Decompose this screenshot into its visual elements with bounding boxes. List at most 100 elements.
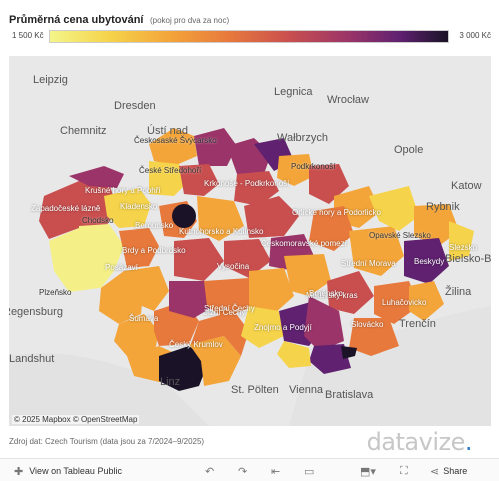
- region-label: Jižní Čechy: [204, 308, 246, 317]
- redo-button[interactable]: ↷: [238, 463, 247, 479]
- region-label: Opavské Slezsko: [369, 231, 431, 240]
- region-budejovicko[interactable]: [191, 311, 249, 356]
- region-label: Kutnohorsko a Kolínsko: [179, 227, 264, 236]
- region-taborsko[interactable]: [204, 278, 254, 318]
- region-orlicke-hory[interactable]: [277, 154, 314, 186]
- region-jindrichohradecko[interactable]: [241, 306, 284, 348]
- region-label: Plzeňsko: [39, 288, 72, 297]
- city-label: St. Pölten: [231, 384, 279, 396]
- region-brnensko[interactable]: [304, 296, 344, 351]
- region-praha[interactable]: [172, 204, 196, 228]
- region-label: Kladensko: [120, 202, 158, 211]
- region-luhacovicko[interactable]: [409, 281, 444, 321]
- undo-button[interactable]: ↶: [205, 463, 214, 479]
- region-hradecko[interactable]: [244, 196, 299, 238]
- region-znojmo[interactable]: [309, 344, 351, 374]
- region-chrudimsko[interactable]: [309, 206, 354, 251]
- region-stredni-morava[interactable]: [349, 226, 404, 276]
- region-label: Brněnsko: [309, 289, 343, 298]
- region-ceske-stredohori[interactable]: [149, 161, 189, 196]
- region-ostravsko[interactable]: [414, 204, 459, 246]
- region-label: Slezsko: [449, 243, 478, 252]
- city-label: Legnica: [274, 86, 313, 98]
- city-label: Žilina: [445, 286, 472, 298]
- region-kokorinsko[interactable]: [179, 164, 219, 196]
- map-title: Průměrná cena ubytování: [9, 14, 144, 26]
- region-palava[interactable]: [341, 346, 357, 359]
- region-label: Podkrkonoší: [291, 162, 336, 171]
- download-button[interactable]: ⬒▾: [360, 463, 376, 479]
- region-zapadoceske-lazne[interactable]: [39, 181, 117, 239]
- austria-area: [9, 353, 209, 426]
- region-slezsko[interactable]: [449, 221, 474, 261]
- pause-button[interactable]: ▭: [304, 463, 314, 479]
- region-znojmo-west[interactable]: [277, 341, 311, 368]
- czech-regions[interactable]: [39, 128, 474, 391]
- region-berounsko[interactable]: [119, 228, 159, 268]
- region-label: Moravský kras: [306, 291, 358, 300]
- region-podkrkonosi[interactable]: [234, 171, 279, 206]
- region-ceskomoravske-pomezi[interactable]: [284, 254, 331, 296]
- share-label: Share: [443, 466, 468, 476]
- pause-icon: ▭: [304, 465, 315, 478]
- region-brdy[interactable]: [124, 266, 169, 311]
- city-label: Opole: [394, 144, 424, 156]
- region-label: Luhačovicko: [382, 298, 427, 307]
- region-krusne-hory[interactable]: [69, 166, 124, 188]
- region-kutnohorsko[interactable]: [224, 239, 271, 278]
- city-label: Ústí nad: [147, 125, 188, 137]
- map-canvas[interactable]: [9, 56, 491, 426]
- city-label: Wałbrzych: [277, 132, 328, 144]
- choropleth-map[interactable]: Leipzig Dresden Chemnitz Ústí nad Legnic…: [9, 56, 491, 426]
- brand-dot: .: [464, 428, 473, 456]
- fullscreen-icon: ⛶: [400, 464, 408, 477]
- region-jizerske-hory[interactable]: [194, 128, 237, 166]
- region-label: Střední Morava: [341, 259, 396, 268]
- region-stredni-polabi[interactable]: [197, 196, 244, 241]
- legend-max-label: 3 000 Kč: [459, 31, 491, 40]
- region-poohri[interactable]: [104, 188, 151, 228]
- region-label: Znojmo a Podyjí: [254, 323, 312, 332]
- city-label: Trenčín: [399, 318, 436, 330]
- share-button[interactable]: ⋖ Share: [430, 463, 467, 479]
- download-icon: ⬒▾: [360, 465, 376, 478]
- region-slovacko[interactable]: [349, 318, 399, 356]
- tableau-logo-icon: ✚: [14, 465, 24, 478]
- datavize-logo: datavize.: [367, 428, 473, 456]
- city-label: Landshut: [9, 353, 55, 365]
- region-label: Chodsko: [82, 216, 114, 225]
- region-cesky-krumlov[interactable]: [159, 346, 209, 391]
- region-beskydy[interactable]: [404, 238, 449, 284]
- region-sumava-west[interactable]: [114, 314, 159, 356]
- region-label: Krkonoše - Podkrkonoší: [204, 179, 290, 188]
- region-opavske-slezsko[interactable]: [369, 186, 419, 231]
- region-label: Berounsko: [135, 221, 174, 230]
- city-label: Leipzig: [33, 74, 68, 86]
- region-label: České Středohoří: [139, 166, 202, 175]
- view-on-tableau-button[interactable]: ✚ View on Tableau Public: [14, 463, 122, 479]
- region-label: Vysočina: [217, 262, 250, 271]
- map-subtitle: (pokoj pro dva za noc): [149, 16, 230, 25]
- city-label: Bratislava: [325, 389, 374, 401]
- region-label: Slovácko: [351, 320, 384, 329]
- region-moravsky-kras[interactable]: [327, 271, 374, 314]
- region-jizni-cechy[interactable]: [189, 336, 241, 386]
- region-label: Brdy a Podbrdsko: [122, 246, 186, 255]
- undo-icon: ↶: [205, 465, 215, 478]
- revert-button[interactable]: ⇤: [271, 463, 280, 479]
- region-orlicke-podorlicko[interactable]: [309, 164, 349, 204]
- region-label: Českosaské Švýcarsko: [134, 136, 217, 145]
- region-plzen[interactable]: [79, 224, 124, 288]
- region-ceskosaske-svycarsko[interactable]: [149, 128, 197, 166]
- region-slapy[interactable]: [169, 281, 214, 318]
- region-vysocina[interactable]: [249, 268, 294, 314]
- region-zlinsko[interactable]: [374, 281, 419, 324]
- region-label: Západočeské lázně: [31, 204, 101, 213]
- city-label: Katow: [451, 180, 482, 192]
- region-posazavi[interactable]: [174, 238, 224, 281]
- legend-gradient-bar: [49, 30, 449, 43]
- fullscreen-button[interactable]: ⛶: [400, 463, 408, 479]
- map-attribution[interactable]: © 2025 Mapbox © OpenStreetMap: [12, 415, 140, 424]
- view-on-tableau-label: View on Tableau Public: [29, 466, 122, 476]
- revert-icon: ⇤: [271, 465, 281, 478]
